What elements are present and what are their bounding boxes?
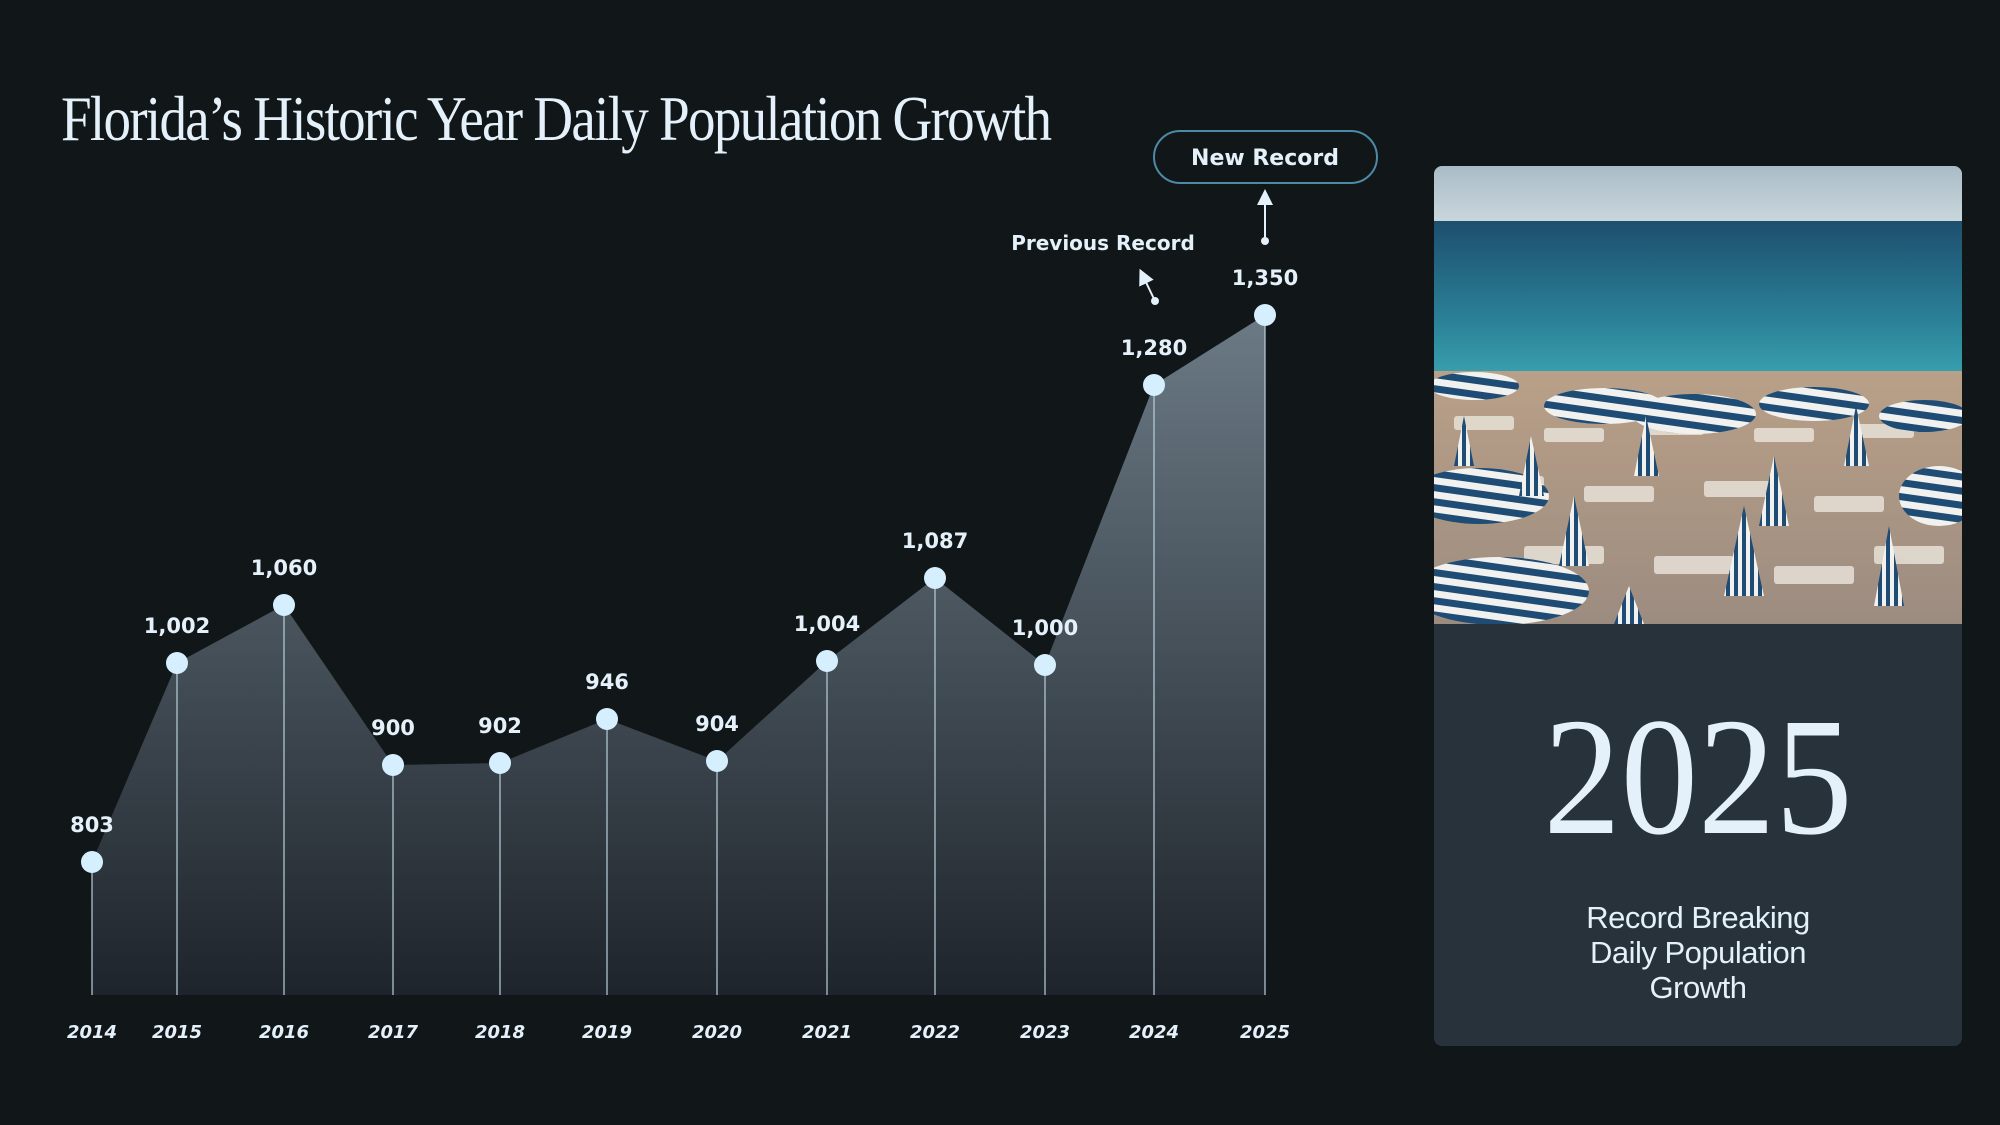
value-label-2014: 803 [70,813,114,837]
new-record-label: New Record [1191,146,1339,171]
data-point-2019 [596,708,618,730]
value-label-2021: 1,004 [794,612,860,636]
x-tick-label-2020: 2020 [692,1022,742,1043]
previous-record-label: Previous Record [1011,231,1195,255]
data-point-2025 [1254,304,1276,326]
new-record-arrow-dot [1261,237,1269,245]
area-chart: 803 1,002 1,060 900 902 946 904 1,004 1,087 1,000… [67,130,1378,1043]
highlight-year: 2025 [1543,684,1853,870]
caption-line: Growth [1649,970,1747,1005]
data-point-2023 [1034,654,1056,676]
value-label-2015: 1,002 [144,614,210,638]
x-tick-label-2024: 2024 [1129,1022,1179,1043]
value-label-2017: 900 [371,716,415,740]
highlight-panel: 2025 Record Breaking Daily Population Gr… [1434,166,1962,1046]
x-tick-label-2025: 2025 [1240,1022,1290,1043]
caption-line: Record Breaking [1586,900,1810,935]
value-label-2023: 1,000 [1012,616,1078,640]
data-point-2015 [166,652,188,674]
x-tick-label-2016: 2016 [259,1022,309,1043]
data-point-2018 [489,752,511,774]
value-label-2018: 902 [478,714,522,738]
caption-line: Daily Population [1589,935,1807,970]
data-point-2014 [81,851,103,873]
highlight-caption: Record Breaking Daily Population Growth [1434,900,1962,1005]
previous-record-arrow [1139,268,1156,302]
beach-photo [1434,166,1962,624]
x-tick-label-2019: 2019 [582,1022,632,1043]
new-record-badge [1153,130,1378,184]
x-tick-label-2021: 2021 [802,1022,852,1043]
value-label-2016: 1,060 [251,556,317,580]
value-label-2019: 946 [585,670,629,694]
data-point-2017 [382,754,404,776]
data-point-2021 [816,650,838,672]
data-point-2022 [924,567,946,589]
x-tick-label-2014: 2014 [67,1022,117,1043]
x-tick-label-2022: 2022 [910,1022,960,1043]
area-fill [92,315,1265,995]
previous-record-annotation: Previous Record [1011,231,1195,305]
value-label-2025: 1,350 [1232,266,1298,290]
x-tick-label-2018: 2018 [475,1022,525,1043]
value-label-2024: 1,280 [1121,336,1187,360]
data-point-2020 [706,750,728,772]
x-tick-label-2023: 2023 [1020,1022,1070,1043]
value-label-2022: 1,087 [902,529,968,553]
data-point-2024 [1143,374,1165,396]
data-point-2016 [273,594,295,616]
chart-title: Florida’s Historic Year Daily Population… [61,83,1052,154]
x-tick-label-2017: 2017 [368,1022,419,1043]
x-tick-label-2015: 2015 [152,1022,202,1043]
previous-record-arrow-dot [1151,297,1159,305]
new-record-annotation: New Record [1153,130,1378,245]
value-label-2020: 904 [695,712,739,736]
